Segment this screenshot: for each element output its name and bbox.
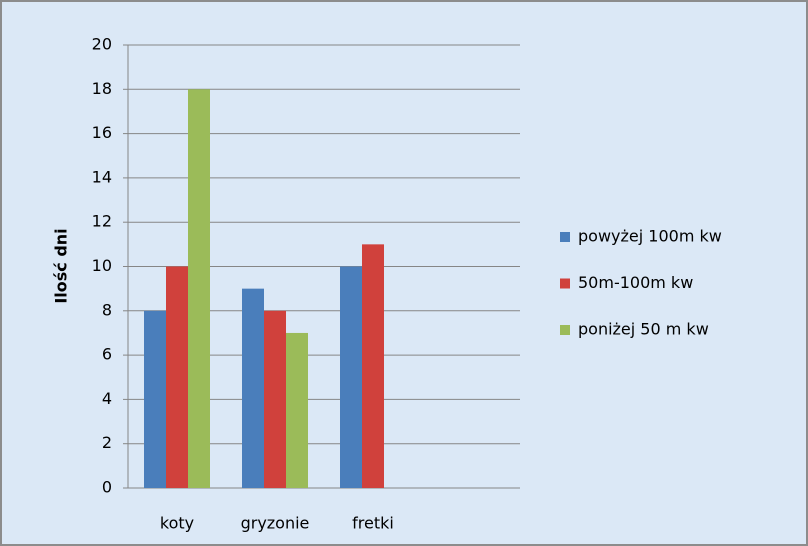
y-tick-label: 20	[92, 35, 112, 54]
legend-label: poniżej 50 m kw	[578, 320, 709, 339]
y-tick-label: 16	[92, 123, 112, 142]
y-tick-label: 2	[102, 433, 112, 452]
bar	[188, 89, 210, 489]
bar	[362, 244, 384, 488]
x-tick-label: fretki	[352, 514, 394, 533]
legend-swatch	[560, 232, 570, 242]
y-tick-label: 8	[102, 300, 112, 319]
bar	[264, 310, 286, 488]
bar	[166, 266, 188, 488]
y-tick-label: 14	[92, 167, 112, 186]
legend-swatch	[560, 325, 570, 335]
legend-swatch	[560, 278, 570, 289]
y-tick-label: 6	[102, 345, 112, 364]
x-tick-label: koty	[160, 514, 194, 533]
legend-label: 50m-100m kw	[578, 273, 693, 292]
y-tick-label: 0	[102, 478, 112, 497]
bar	[242, 288, 264, 488]
bar	[340, 266, 362, 488]
y-tick-label: 12	[92, 212, 112, 231]
y-axis-label: Ilość dni	[52, 228, 71, 303]
y-tick-label: 10	[92, 256, 112, 275]
bar	[144, 310, 166, 488]
y-tick-label: 18	[92, 79, 112, 98]
y-tick-label: 4	[102, 389, 112, 408]
x-tick-label: gryzonie	[241, 514, 310, 533]
legend-label: powyżej 100m kw	[578, 227, 722, 246]
bar	[286, 332, 308, 488]
